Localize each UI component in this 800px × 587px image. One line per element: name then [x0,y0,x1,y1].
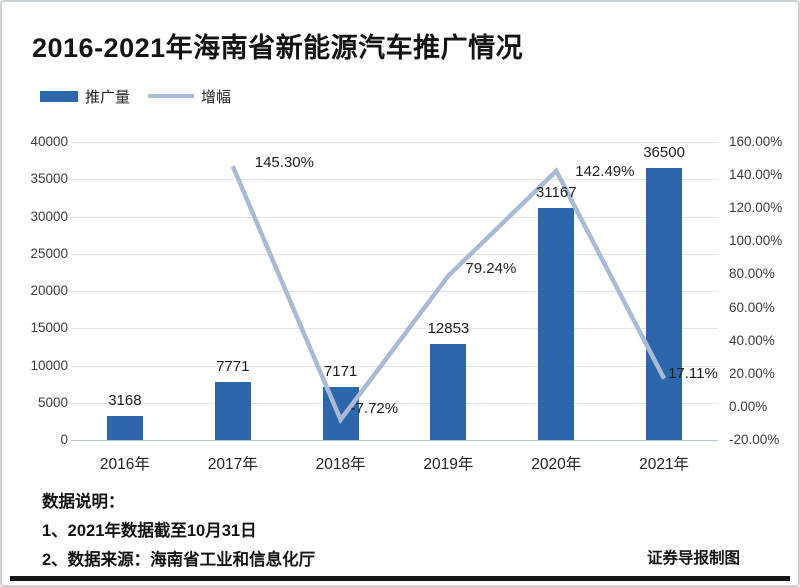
right-axis-tick: 20.00% [729,365,775,381]
right-axis-tick: 100.00% [729,233,783,249]
bar [430,344,467,440]
left-axis-tick: 15000 [30,320,68,336]
right-axis-tick: 80.00% [729,266,775,282]
left-axis-tick: 40000 [30,134,68,149]
left-axis-tick: 20000 [30,283,68,298]
right-axis-tick: 160.00% [729,134,783,149]
growth-point-label: 79.24% [465,259,517,277]
gridline [71,291,718,292]
left-axis-tick: 5000 [37,394,68,410]
growth-point-label: 145.30% [254,154,314,172]
legend-bar-swatch-icon [40,90,78,102]
legend-line-label: 增幅 [201,88,232,106]
left-axis-tick: 35000 [30,171,68,187]
bar-value-label: 7771 [216,358,250,376]
bar [538,207,575,440]
chart-title: 2016-2021年海南省新能源汽车推广情况 [32,33,524,63]
credit-label: 证券导报制图 [646,550,740,567]
left-axis-tick: 30000 [30,208,68,224]
bar-value-label: 12853 [427,320,470,338]
x-axis-label: 2020年 [531,456,582,473]
gridline [71,142,718,143]
right-axis-tick: 40.00% [729,332,775,348]
notes-heading: 数据说明： [42,493,125,511]
note-item-2: 2、数据来源：海南省工业和信息化厅 [42,551,316,569]
legend-line-swatch-icon [148,94,195,98]
data-notes: 数据说明： 1、2021年数据截至10月31日 2、数据来源：海南省工业和信息化… [42,488,315,575]
bar [214,382,251,440]
gridline [71,328,718,330]
gridline [71,365,718,367]
bar [646,168,683,440]
bar [106,416,143,440]
left-axis-tick: 25000 [30,245,68,261]
right-axis-tick: -20.00% [729,432,780,447]
x-axis-label: 2019年 [423,456,474,473]
x-axis-label: 2017年 [207,456,258,473]
left-axis-tick: 10000 [30,357,68,373]
note-item-1: 1、2021年数据截至10月31日 [42,522,257,540]
gridline [71,440,718,441]
bar-value-label: 36500 [643,144,685,162]
growth-point-label: 17.11% [668,364,718,382]
x-axis-label: 2016年 [99,456,150,473]
right-axis-tick: 140.00% [729,167,783,183]
bar-value-label: 7171 [323,362,358,380]
gridline [71,253,718,255]
growth-point-label: -7.72% [350,399,399,417]
legend: 推广量 增幅 [40,88,232,106]
growth-point-label: 142.49% [575,162,635,180]
right-axis-tick: 120.00% [729,200,783,216]
bar-value-label: 31167 [535,183,577,201]
left-axis-tick: 0 [60,432,68,447]
right-axis-tick: 0.00% [729,398,768,414]
gridline [71,216,718,218]
bar-value-label: 3168 [108,392,142,410]
bottom-divider [10,576,790,581]
legend-bar-label: 推广量 [85,88,131,106]
x-axis-label: 2018年 [315,456,366,473]
x-axis-label: 2021年 [639,456,690,473]
right-axis-tick: 60.00% [729,299,775,315]
